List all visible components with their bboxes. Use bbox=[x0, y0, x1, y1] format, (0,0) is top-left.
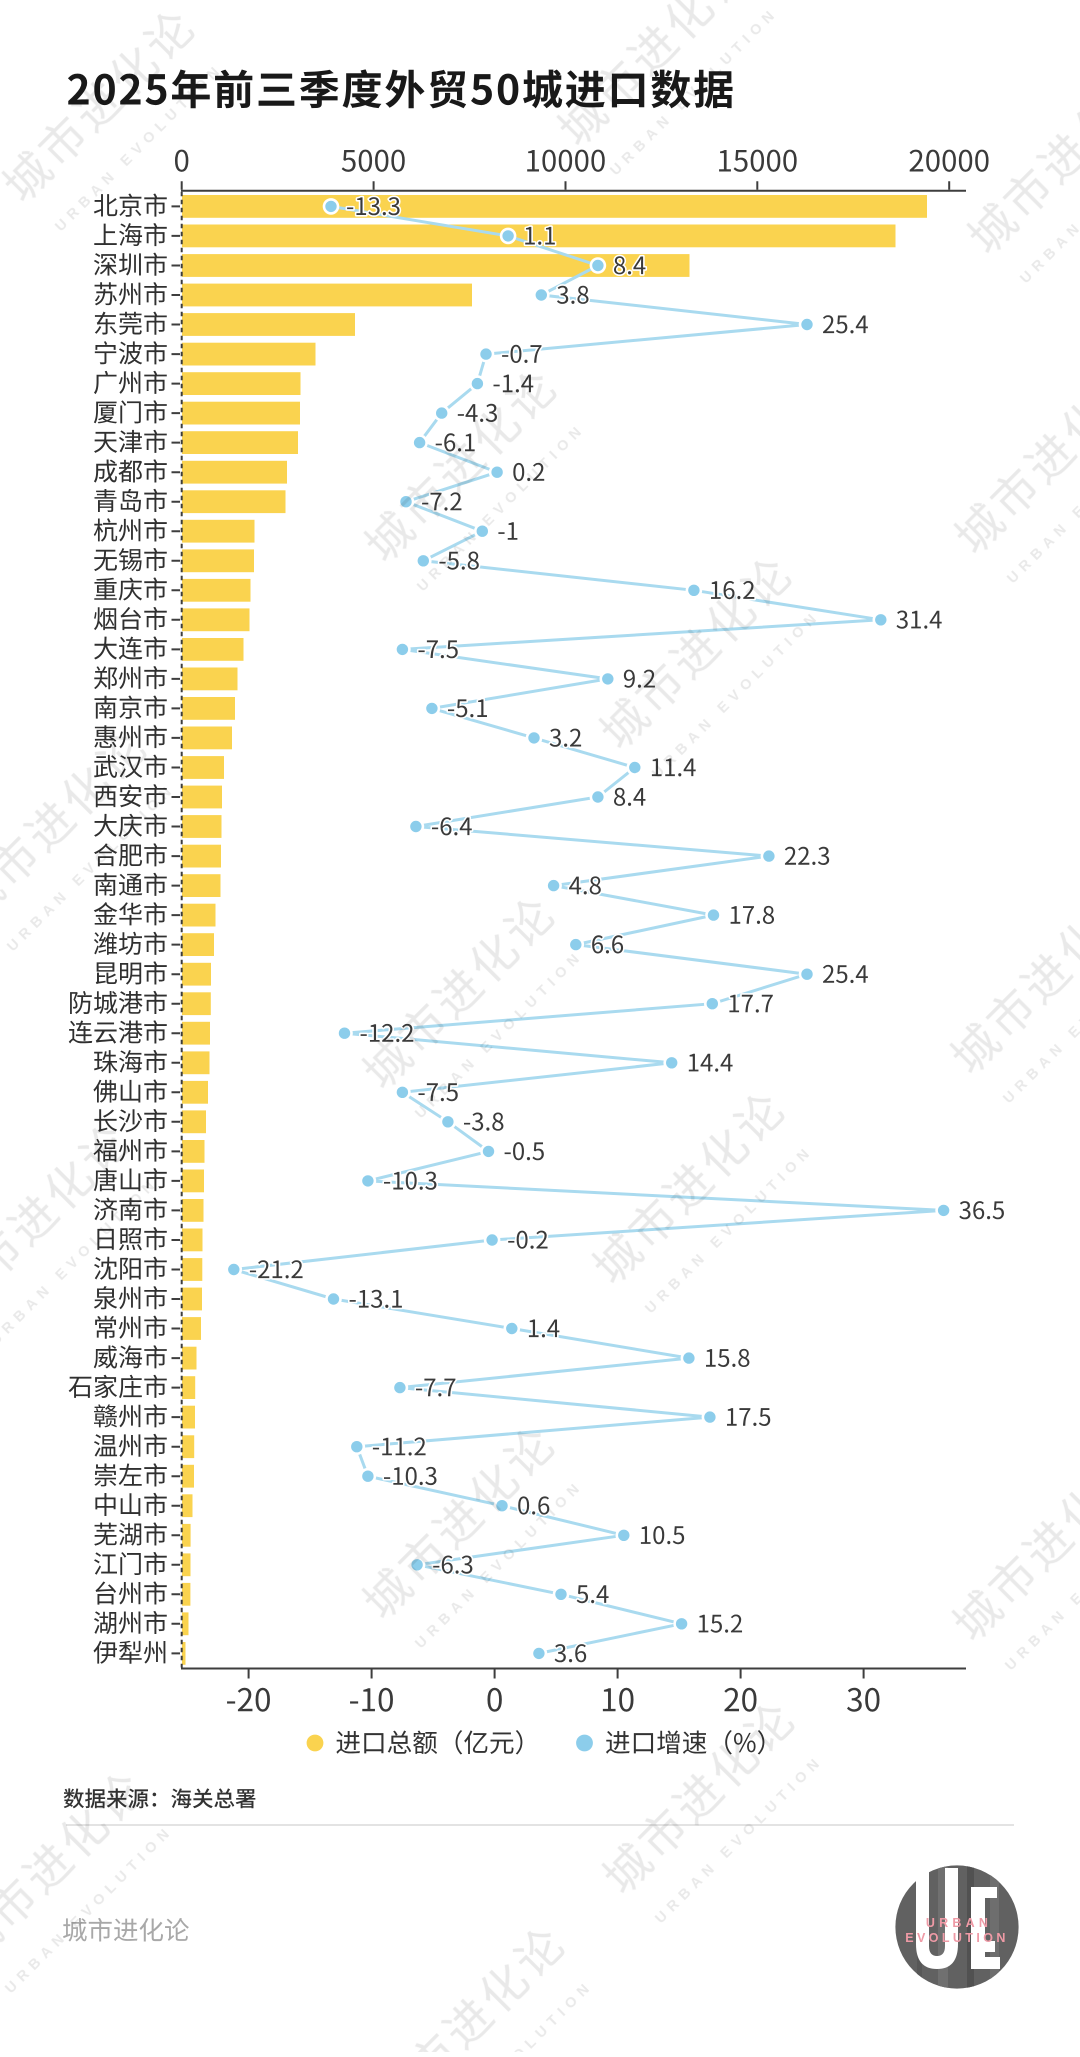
svg-text:URBAN: URBAN bbox=[926, 1916, 992, 1930]
svg-text:EVOLUTION: EVOLUTION bbox=[905, 1931, 1009, 1945]
